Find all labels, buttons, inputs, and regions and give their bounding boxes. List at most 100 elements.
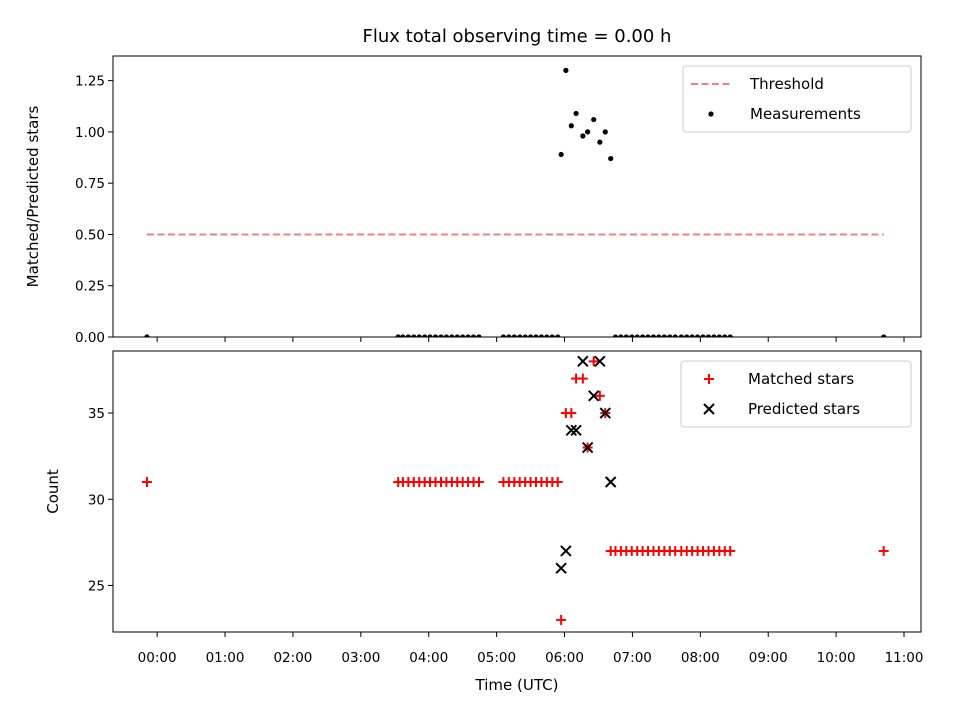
dot-marker xyxy=(454,334,460,337)
plus-marker xyxy=(556,614,567,625)
dot-marker xyxy=(585,129,591,135)
dot-marker xyxy=(597,139,603,145)
dot-marker xyxy=(645,334,651,337)
dot-marker xyxy=(573,110,579,117)
x-tick-label: 07:00 xyxy=(613,650,652,666)
x-marker xyxy=(565,424,578,437)
legend-marker-swatch xyxy=(708,111,714,117)
chart-title: Flux total observing time = 0.00 h xyxy=(363,26,672,47)
x-tick-label: 11:00 xyxy=(885,650,924,666)
dot-marker xyxy=(400,334,406,337)
dot-marker xyxy=(416,334,422,337)
dot-marker xyxy=(618,334,624,337)
dot-marker xyxy=(460,334,466,337)
dot-marker xyxy=(538,334,545,337)
dot-marker xyxy=(629,334,635,337)
dot-marker xyxy=(438,334,444,337)
dot-marker xyxy=(511,334,517,337)
dot-marker xyxy=(684,334,690,337)
legend: Threshold Measurements xyxy=(682,65,912,133)
bottom-panel: 25 30 35 00:00 01:00 02:00 03:00 04:00 05:00 06:0… xyxy=(44,350,924,666)
dot-marker xyxy=(476,334,482,337)
dot-marker xyxy=(661,334,667,337)
dot-marker xyxy=(580,133,586,139)
legend-label: Measurements xyxy=(750,105,861,123)
x-tick-label: 08:00 xyxy=(681,650,720,666)
dot-marker xyxy=(517,334,523,337)
dot-marker xyxy=(465,334,471,337)
plus-marker xyxy=(878,545,889,556)
plus-marker xyxy=(725,545,736,556)
y-tick-label: 1.00 xyxy=(75,125,105,141)
legend-box xyxy=(682,65,912,133)
dot-marker xyxy=(544,334,550,337)
dot-marker xyxy=(533,334,539,337)
dot-marker xyxy=(881,334,887,337)
dot-marker xyxy=(640,334,646,337)
dot-marker xyxy=(522,334,528,337)
y-axis-label: Count xyxy=(44,469,62,514)
dot-marker xyxy=(555,334,561,337)
y-tick-label: 0.50 xyxy=(75,227,105,243)
legend-box xyxy=(680,360,912,428)
dot-marker xyxy=(711,334,717,337)
dot-marker xyxy=(672,334,678,337)
plus-marker xyxy=(473,477,484,488)
legend-marker-swatch xyxy=(703,403,715,415)
plus-marker xyxy=(577,373,588,384)
dot-marker xyxy=(716,334,722,337)
dot-marker xyxy=(432,334,439,337)
plot-area xyxy=(144,67,887,337)
dot-marker xyxy=(612,334,619,337)
dot-marker xyxy=(623,334,629,337)
dot-marker xyxy=(144,334,150,337)
y-tick-label: 0.25 xyxy=(75,279,105,295)
axes-frame xyxy=(112,350,922,633)
dot-marker xyxy=(705,334,712,337)
dot-marker xyxy=(722,334,728,337)
dot-marker xyxy=(700,334,706,337)
x-axis-label: Time (UTC) xyxy=(475,676,559,694)
x-marker xyxy=(560,545,572,557)
dot-marker xyxy=(470,334,477,337)
plus-marker xyxy=(552,477,563,488)
x-tick-label: 06:00 xyxy=(545,650,584,666)
x-marker xyxy=(594,355,606,368)
dot-marker xyxy=(411,334,417,337)
legend-label: Predicted stars xyxy=(748,400,860,418)
dot-marker xyxy=(591,116,597,123)
dot-marker xyxy=(695,334,701,337)
x-tick-label: 10:00 xyxy=(817,650,856,666)
top-panel: 0.00 0.25 0.50 0.75 1.00 1.25 Matched/Predicte… xyxy=(24,55,922,346)
x-tick-label: 05:00 xyxy=(477,650,516,666)
x-marker xyxy=(588,390,600,402)
series-predicted-stars xyxy=(555,355,617,574)
x-tick-label: 03:00 xyxy=(341,650,380,666)
dot-marker xyxy=(634,334,640,337)
x-tick-label: 00:00 xyxy=(138,650,177,666)
plus-marker xyxy=(594,390,605,401)
x-tick-label: 01:00 xyxy=(206,650,245,666)
y-tick-label: 35 xyxy=(88,406,105,422)
y-tick-label: 30 xyxy=(88,492,105,508)
dot-marker xyxy=(689,334,695,337)
y-axis-label: Matched/Predicted stars xyxy=(24,106,42,288)
x-marker xyxy=(581,441,594,454)
plus-marker xyxy=(566,408,577,419)
dot-marker xyxy=(443,334,449,337)
dot-marker xyxy=(527,334,534,337)
dot-marker xyxy=(405,334,411,337)
x-tick-label: 04:00 xyxy=(409,650,448,666)
series-matched-stars xyxy=(141,356,889,625)
axes-frame xyxy=(112,55,922,338)
y-tick-label: 25 xyxy=(88,578,105,594)
dot-marker xyxy=(650,334,657,337)
x-marker xyxy=(599,407,611,419)
dot-marker xyxy=(608,155,614,162)
y-tick-label: 0.00 xyxy=(75,330,105,346)
x-marker xyxy=(570,424,582,437)
legend: Matched stars Predicted stars xyxy=(680,360,912,428)
dot-marker xyxy=(602,129,608,135)
dot-marker xyxy=(558,151,564,158)
x-marker xyxy=(555,562,567,574)
